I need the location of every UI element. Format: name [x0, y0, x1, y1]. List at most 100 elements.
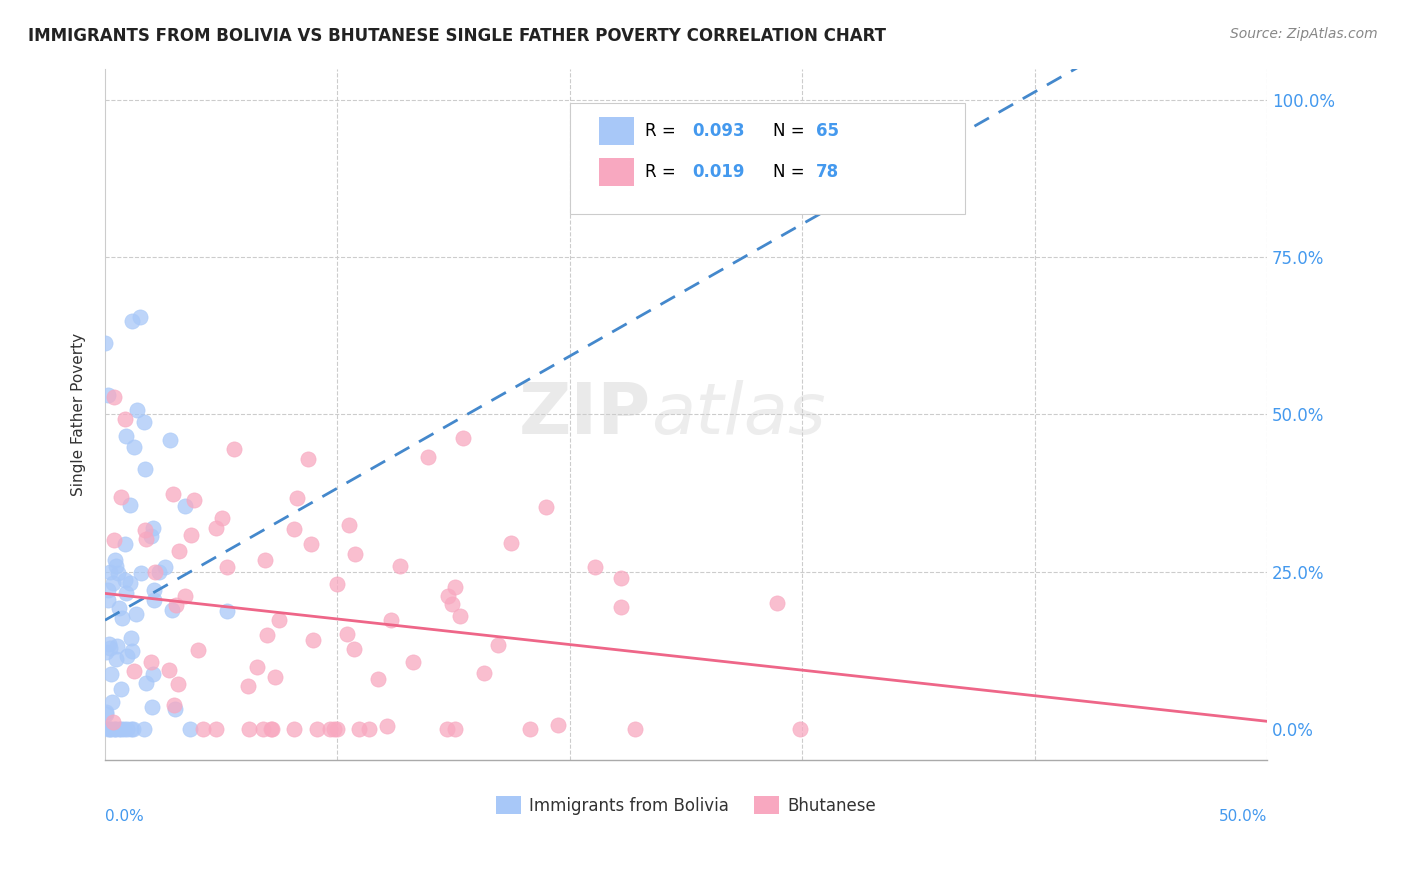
Point: [121, 643, 143, 657]
Point: [129, 310, 152, 324]
Point: [121, 313, 143, 327]
Y-axis label: Single Father Poverty: Single Father Poverty: [72, 333, 86, 496]
Point: [112, 722, 135, 736]
Point: [139, 655, 162, 669]
Point: [183, 493, 205, 508]
Text: N =: N =: [773, 163, 810, 181]
Point: [143, 566, 166, 580]
Point: [380, 613, 402, 627]
Point: [174, 499, 197, 513]
Point: [217, 604, 239, 618]
Point: [343, 641, 366, 656]
Point: [104, 722, 127, 736]
Point: [103, 533, 125, 547]
Text: atlas: atlas: [651, 380, 825, 449]
Point: [269, 613, 291, 627]
Point: [536, 500, 558, 514]
Point: [143, 582, 166, 597]
Point: [134, 524, 156, 538]
Point: [111, 610, 134, 624]
Point: [256, 628, 278, 642]
Point: [98, 566, 121, 580]
Point: [547, 718, 569, 732]
Text: R =: R =: [645, 163, 682, 181]
Point: [167, 544, 190, 558]
Point: [104, 559, 127, 574]
Point: [583, 560, 606, 574]
Point: [302, 632, 325, 647]
Point: [142, 593, 165, 607]
Text: 50.0%: 50.0%: [1219, 809, 1267, 824]
Point: [344, 547, 367, 561]
Point: [163, 698, 186, 712]
Point: [100, 667, 122, 681]
Point: [98, 640, 121, 655]
Point: [443, 722, 465, 736]
Point: [139, 529, 162, 543]
Point: [336, 627, 359, 641]
Point: [205, 521, 228, 535]
Point: [367, 673, 389, 687]
FancyBboxPatch shape: [569, 103, 965, 214]
Point: [285, 491, 308, 506]
Point: [440, 597, 463, 611]
Point: [375, 719, 398, 733]
Point: [122, 722, 145, 736]
Point: [246, 660, 269, 674]
Point: [114, 537, 136, 551]
Point: [104, 722, 127, 736]
Point: [402, 655, 425, 669]
Point: [326, 722, 349, 736]
Point: [323, 722, 346, 736]
Point: [610, 599, 633, 614]
Point: [107, 566, 129, 580]
Point: [110, 682, 132, 697]
Point: [179, 722, 201, 736]
Text: 0.019: 0.019: [692, 163, 744, 181]
Point: [159, 434, 181, 448]
FancyBboxPatch shape: [599, 117, 634, 145]
Text: 65: 65: [815, 122, 839, 140]
Point: [125, 607, 148, 622]
Text: 0.0%: 0.0%: [105, 809, 143, 824]
Point: [252, 722, 274, 736]
Point: [148, 565, 170, 579]
Point: [299, 537, 322, 551]
Point: [297, 451, 319, 466]
Point: [129, 566, 152, 580]
Point: [103, 391, 125, 405]
Point: [449, 608, 471, 623]
Point: [134, 462, 156, 476]
Point: [215, 560, 238, 574]
Point: [97, 722, 120, 736]
Point: [118, 498, 141, 512]
Point: [254, 553, 277, 567]
Text: 78: 78: [815, 163, 839, 181]
Text: IMMIGRANTS FROM BOLIVIA VS BHUTANESE SINGLE FATHER POVERTY CORRELATION CHART: IMMIGRANTS FROM BOLIVIA VS BHUTANESE SIN…: [28, 27, 886, 45]
Point: [193, 722, 215, 736]
Point: [305, 722, 328, 736]
Point: [418, 450, 440, 464]
Point: [263, 670, 285, 684]
Point: [187, 642, 209, 657]
Text: N =: N =: [773, 122, 810, 140]
Point: [135, 533, 157, 547]
Point: [388, 558, 411, 573]
Point: [444, 581, 467, 595]
Point: [262, 722, 284, 736]
Point: [97, 582, 120, 597]
Point: [283, 522, 305, 536]
Point: [437, 589, 460, 603]
Point: [115, 649, 138, 664]
Point: [120, 631, 142, 645]
Point: [127, 402, 149, 417]
Point: [165, 599, 187, 613]
Text: Source: ZipAtlas.com: Source: ZipAtlas.com: [1230, 27, 1378, 41]
Point: [110, 491, 132, 505]
Point: [142, 521, 165, 535]
Point: [174, 589, 197, 603]
Point: [96, 705, 118, 719]
Point: [453, 431, 475, 445]
Point: [260, 722, 283, 736]
Point: [101, 695, 124, 709]
